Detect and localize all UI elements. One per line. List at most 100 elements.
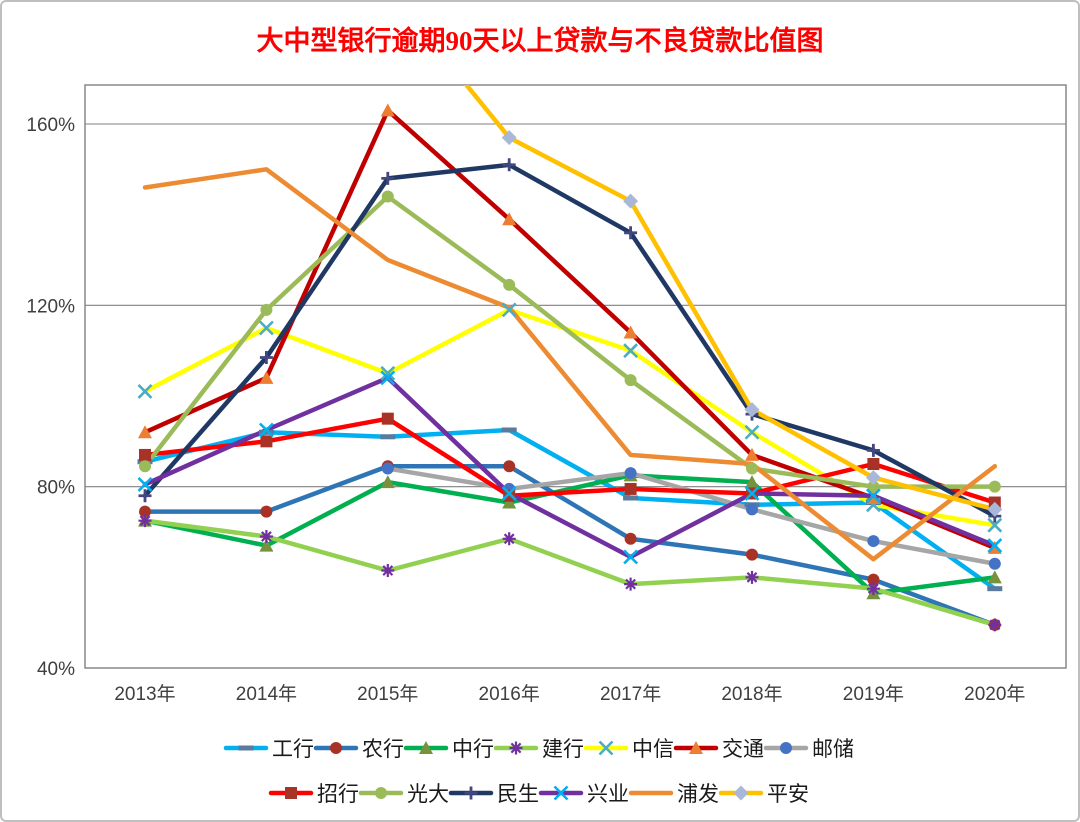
series-marker-1 <box>746 548 758 561</box>
series-marker-12 <box>744 402 760 418</box>
series-marker-3 <box>381 564 395 578</box>
series-marker-6 <box>381 462 394 475</box>
series-marker-7 <box>624 482 637 495</box>
legend-label: 招行 <box>317 782 359 806</box>
series-marker-1 <box>867 573 880 586</box>
series-marker-8 <box>260 303 273 316</box>
series-marker-4 <box>380 365 396 381</box>
x-axis-tick-label: 2017年 <box>600 683 661 705</box>
series-marker-2 <box>745 475 759 489</box>
legend-circle-icon <box>375 787 387 799</box>
series-marker-3 <box>866 582 880 596</box>
series-marker-4 <box>623 343 639 359</box>
legend-label: 建行 <box>542 737 584 761</box>
series-marker-10 <box>987 538 1003 554</box>
series-layer <box>142 85 998 628</box>
series-marker-1 <box>139 505 151 518</box>
legend-asterisk-icon <box>509 741 523 755</box>
x-axis-tick-label: 2014年 <box>236 683 297 705</box>
legend-x-icon <box>598 740 614 756</box>
series-marker-5 <box>380 103 395 117</box>
series-marker-5 <box>623 325 638 339</box>
legend-label: 平安 <box>767 782 809 806</box>
legend-diamond-icon <box>733 785 749 801</box>
series-marker-12 <box>623 193 639 209</box>
series-marker-5 <box>745 447 759 461</box>
series-marker-10 <box>380 370 396 386</box>
y-axis-tick-label: 80% <box>37 478 75 499</box>
series-marker-2 <box>502 495 517 509</box>
series-marker-4 <box>501 302 517 318</box>
series-marker-3 <box>624 577 638 591</box>
series-marker-9 <box>502 158 516 172</box>
series-marker-10 <box>258 422 274 438</box>
series-marker-9 <box>259 350 273 364</box>
series-marker-4 <box>987 517 1003 533</box>
series-marker-6 <box>624 467 637 480</box>
legend-circle-icon <box>780 742 792 754</box>
legend-triangle-icon <box>419 741 433 754</box>
x-axis-tick-label: 2013年 <box>114 683 175 705</box>
series-line-3 <box>142 518 998 628</box>
series-marker-6 <box>988 557 1001 570</box>
chart-title: 大中型银行逾期90天以上贷款与不良贷款比值图 <box>257 25 824 56</box>
series-marker-0 <box>380 434 396 440</box>
series-marker-1 <box>503 460 516 473</box>
series-line-0 <box>142 427 998 591</box>
legend-label: 浦发 <box>677 782 719 806</box>
series-marker-10 <box>744 486 760 501</box>
x-axis-tick-label: 2018年 <box>721 683 782 705</box>
x-axis-tick-label: 2016年 <box>479 683 540 705</box>
legend-label: 民生 <box>497 782 539 806</box>
legend-label: 中信 <box>632 737 674 761</box>
series-marker-9 <box>381 171 395 185</box>
series-marker-0 <box>987 586 1003 592</box>
series-marker-8 <box>867 480 880 493</box>
series-marker-3 <box>138 514 152 528</box>
series-marker-12 <box>987 501 1003 517</box>
series-line-12 <box>463 85 998 512</box>
series-marker-7 <box>139 448 151 461</box>
series-marker-9 <box>866 443 880 457</box>
series-marker-8 <box>381 190 394 203</box>
series-marker-7 <box>381 412 394 425</box>
series-marker-1 <box>260 505 273 518</box>
series-line-11 <box>142 167 998 562</box>
legend-square-icon <box>285 787 297 799</box>
series-marker-7 <box>503 489 516 502</box>
legend-label: 农行 <box>362 737 404 761</box>
legend-dash-icon <box>238 745 254 751</box>
series-marker-4 <box>744 424 760 440</box>
series-marker-3 <box>745 570 759 584</box>
series-marker-8 <box>503 278 516 291</box>
y-axis-tick-label: 40% <box>37 659 75 680</box>
series-marker-8 <box>624 374 637 387</box>
x-axis-tick-label: 2019年 <box>843 683 904 705</box>
series-marker-2 <box>987 570 1002 584</box>
legend-label: 中行 <box>452 737 494 761</box>
legend-circle-icon <box>330 742 342 754</box>
legend-triangle-icon <box>689 741 703 754</box>
series-marker-4 <box>137 384 153 399</box>
series-marker-9 <box>138 489 152 503</box>
series-marker-4 <box>258 320 274 336</box>
plot-frame <box>84 84 1067 669</box>
series-marker-8 <box>746 462 758 475</box>
legend-label: 交通 <box>722 737 764 761</box>
series-marker-8 <box>988 480 1001 493</box>
series-marker-9 <box>624 226 638 240</box>
series-marker-0 <box>501 427 517 433</box>
series-marker-8 <box>139 460 151 473</box>
y-axis-tick-label: 120% <box>26 296 75 317</box>
series-marker-10 <box>623 549 639 565</box>
series-marker-0 <box>623 495 639 501</box>
series-marker-1 <box>624 532 637 545</box>
series-marker-0 <box>258 429 274 435</box>
y-axis-tick-label: 160% <box>26 115 75 136</box>
series-marker-5 <box>138 425 152 439</box>
legend-x-icon <box>553 785 569 801</box>
series-line-6 <box>385 466 998 566</box>
series-line-5 <box>142 108 998 551</box>
